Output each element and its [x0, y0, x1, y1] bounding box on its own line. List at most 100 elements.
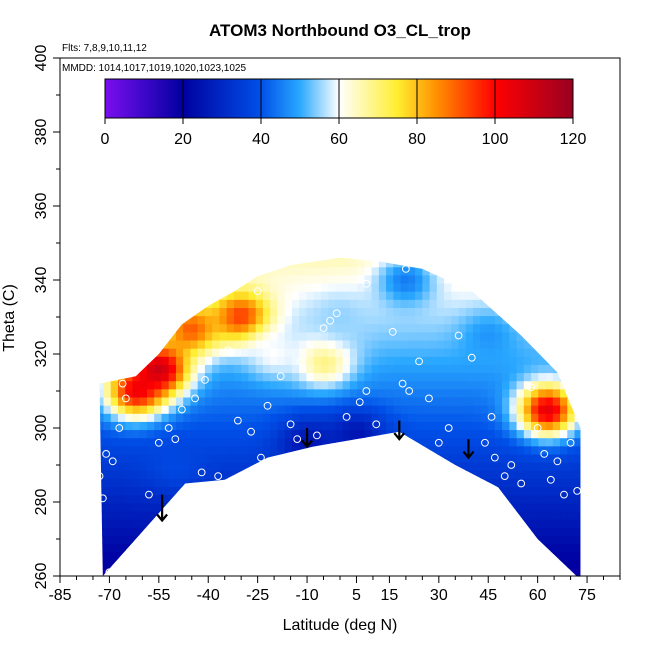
heatmap-cell	[386, 429, 394, 439]
heatmap-cell	[146, 429, 155, 439]
heatmap-cell	[117, 486, 126, 496]
heatmap-cell	[320, 356, 329, 365]
heatmap-cell	[204, 421, 213, 431]
heatmap-cell	[212, 388, 221, 398]
heatmap-cell	[357, 282, 365, 292]
heatmap-cell	[567, 527, 576, 536]
heatmap-cell	[560, 527, 568, 536]
heatmap-cell	[538, 510, 547, 520]
heatmap-cell	[494, 348, 503, 357]
heatmap-cell	[407, 445, 416, 455]
heatmap-cell	[328, 258, 336, 268]
heatmap-cell	[538, 388, 547, 398]
heatmap-cell	[567, 510, 576, 520]
heatmap-cell	[560, 421, 568, 431]
heatmap-cell	[480, 307, 489, 317]
heatmap-cell	[219, 478, 228, 488]
heatmap-cell	[378, 266, 387, 276]
heatmap-cell	[531, 388, 539, 398]
heatmap-cell	[168, 339, 177, 349]
sample-point	[487, 413, 496, 421]
heatmap-cell	[451, 282, 460, 292]
heatmap-cell	[284, 331, 293, 341]
heatmap-cell	[219, 299, 228, 308]
heatmap-cell	[444, 437, 452, 447]
heatmap-cell	[320, 348, 329, 357]
heatmap-cell	[407, 380, 416, 390]
heatmap-cell	[284, 291, 293, 300]
heatmap-cell	[473, 348, 481, 357]
heatmap-cell	[99, 543, 105, 553]
heatmap-cell	[262, 364, 271, 374]
heatmap-cell	[400, 282, 409, 292]
heatmap-cell	[117, 429, 126, 439]
heatmap-cell	[473, 470, 481, 479]
heatmap-cell	[291, 405, 300, 414]
heatmap-cell	[248, 437, 257, 447]
heatmap-cell	[451, 299, 460, 308]
heatmap-cell	[125, 388, 134, 398]
heatmap-cell	[226, 405, 235, 414]
heatmap-cell	[552, 486, 561, 496]
heatmap-cell	[110, 372, 119, 382]
heatmap-cell	[219, 405, 228, 414]
heatmap-cell	[226, 299, 235, 308]
heatmap-cell	[270, 299, 279, 308]
heatmap-cell	[567, 567, 576, 577]
heatmap-cell	[480, 331, 489, 341]
heatmap-cell	[560, 551, 568, 561]
heatmap-cell	[436, 453, 445, 463]
colorbar-tick-label: 20	[174, 131, 192, 148]
heatmap-cell	[255, 396, 264, 406]
heatmap-cell	[154, 453, 163, 463]
heatmap-cell	[204, 396, 213, 406]
heatmap-cell	[146, 502, 155, 512]
heatmap-cell	[190, 339, 199, 349]
chart-title: ATOM3 Northbound O3_CL_trop	[209, 21, 471, 40]
heatmap-cell	[284, 323, 293, 333]
sample-point	[355, 398, 364, 407]
sample-point	[233, 416, 242, 425]
heatmap-cell	[407, 331, 416, 341]
heatmap-cell	[444, 348, 452, 357]
heatmap-cell	[494, 396, 503, 406]
heatmap-cell	[509, 331, 518, 341]
heatmap-cell	[552, 535, 561, 545]
heatmap-cell	[270, 323, 279, 333]
sample-point	[444, 424, 453, 432]
heatmap-cell	[393, 331, 402, 341]
sample-point	[500, 472, 509, 481]
heatmap-cell	[190, 331, 199, 341]
heatmap-cell	[183, 396, 192, 406]
heatmap-cell	[132, 494, 141, 504]
heatmap-cell	[364, 291, 373, 300]
heatmap-cell	[545, 535, 554, 545]
heatmap-cell	[175, 429, 184, 439]
heatmap-cell	[574, 502, 581, 512]
heatmap-cell	[415, 364, 423, 374]
heatmap-cell	[378, 380, 387, 390]
heatmap-cell	[582, 486, 590, 495]
heatmap-cell	[494, 339, 503, 349]
heatmap-cell	[567, 462, 576, 471]
heatmap-cell	[436, 307, 445, 317]
heatmap-cell	[335, 405, 344, 414]
heatmap-cell	[175, 339, 184, 349]
heatmap-cell	[371, 372, 380, 382]
sample-point	[145, 490, 153, 499]
heatmap-cell	[407, 348, 416, 357]
heatmap-cell	[226, 291, 235, 300]
heatmap-cell	[161, 486, 170, 496]
heatmap-cell	[313, 291, 322, 300]
heatmap-cell	[451, 405, 460, 414]
heatmap-cell	[502, 364, 510, 374]
heatmap-cell	[560, 502, 568, 512]
heatmap-cell	[538, 470, 547, 479]
heatmap-cell	[284, 339, 293, 349]
heatmap-cell	[183, 437, 192, 447]
heatmap-cell	[487, 429, 496, 439]
annotation-flights: Flts: 7,8,9,10,11,12	[62, 43, 147, 54]
heatmap-cell	[262, 372, 271, 382]
heatmap-cell	[371, 257, 380, 260]
heatmap-cell	[494, 372, 503, 382]
